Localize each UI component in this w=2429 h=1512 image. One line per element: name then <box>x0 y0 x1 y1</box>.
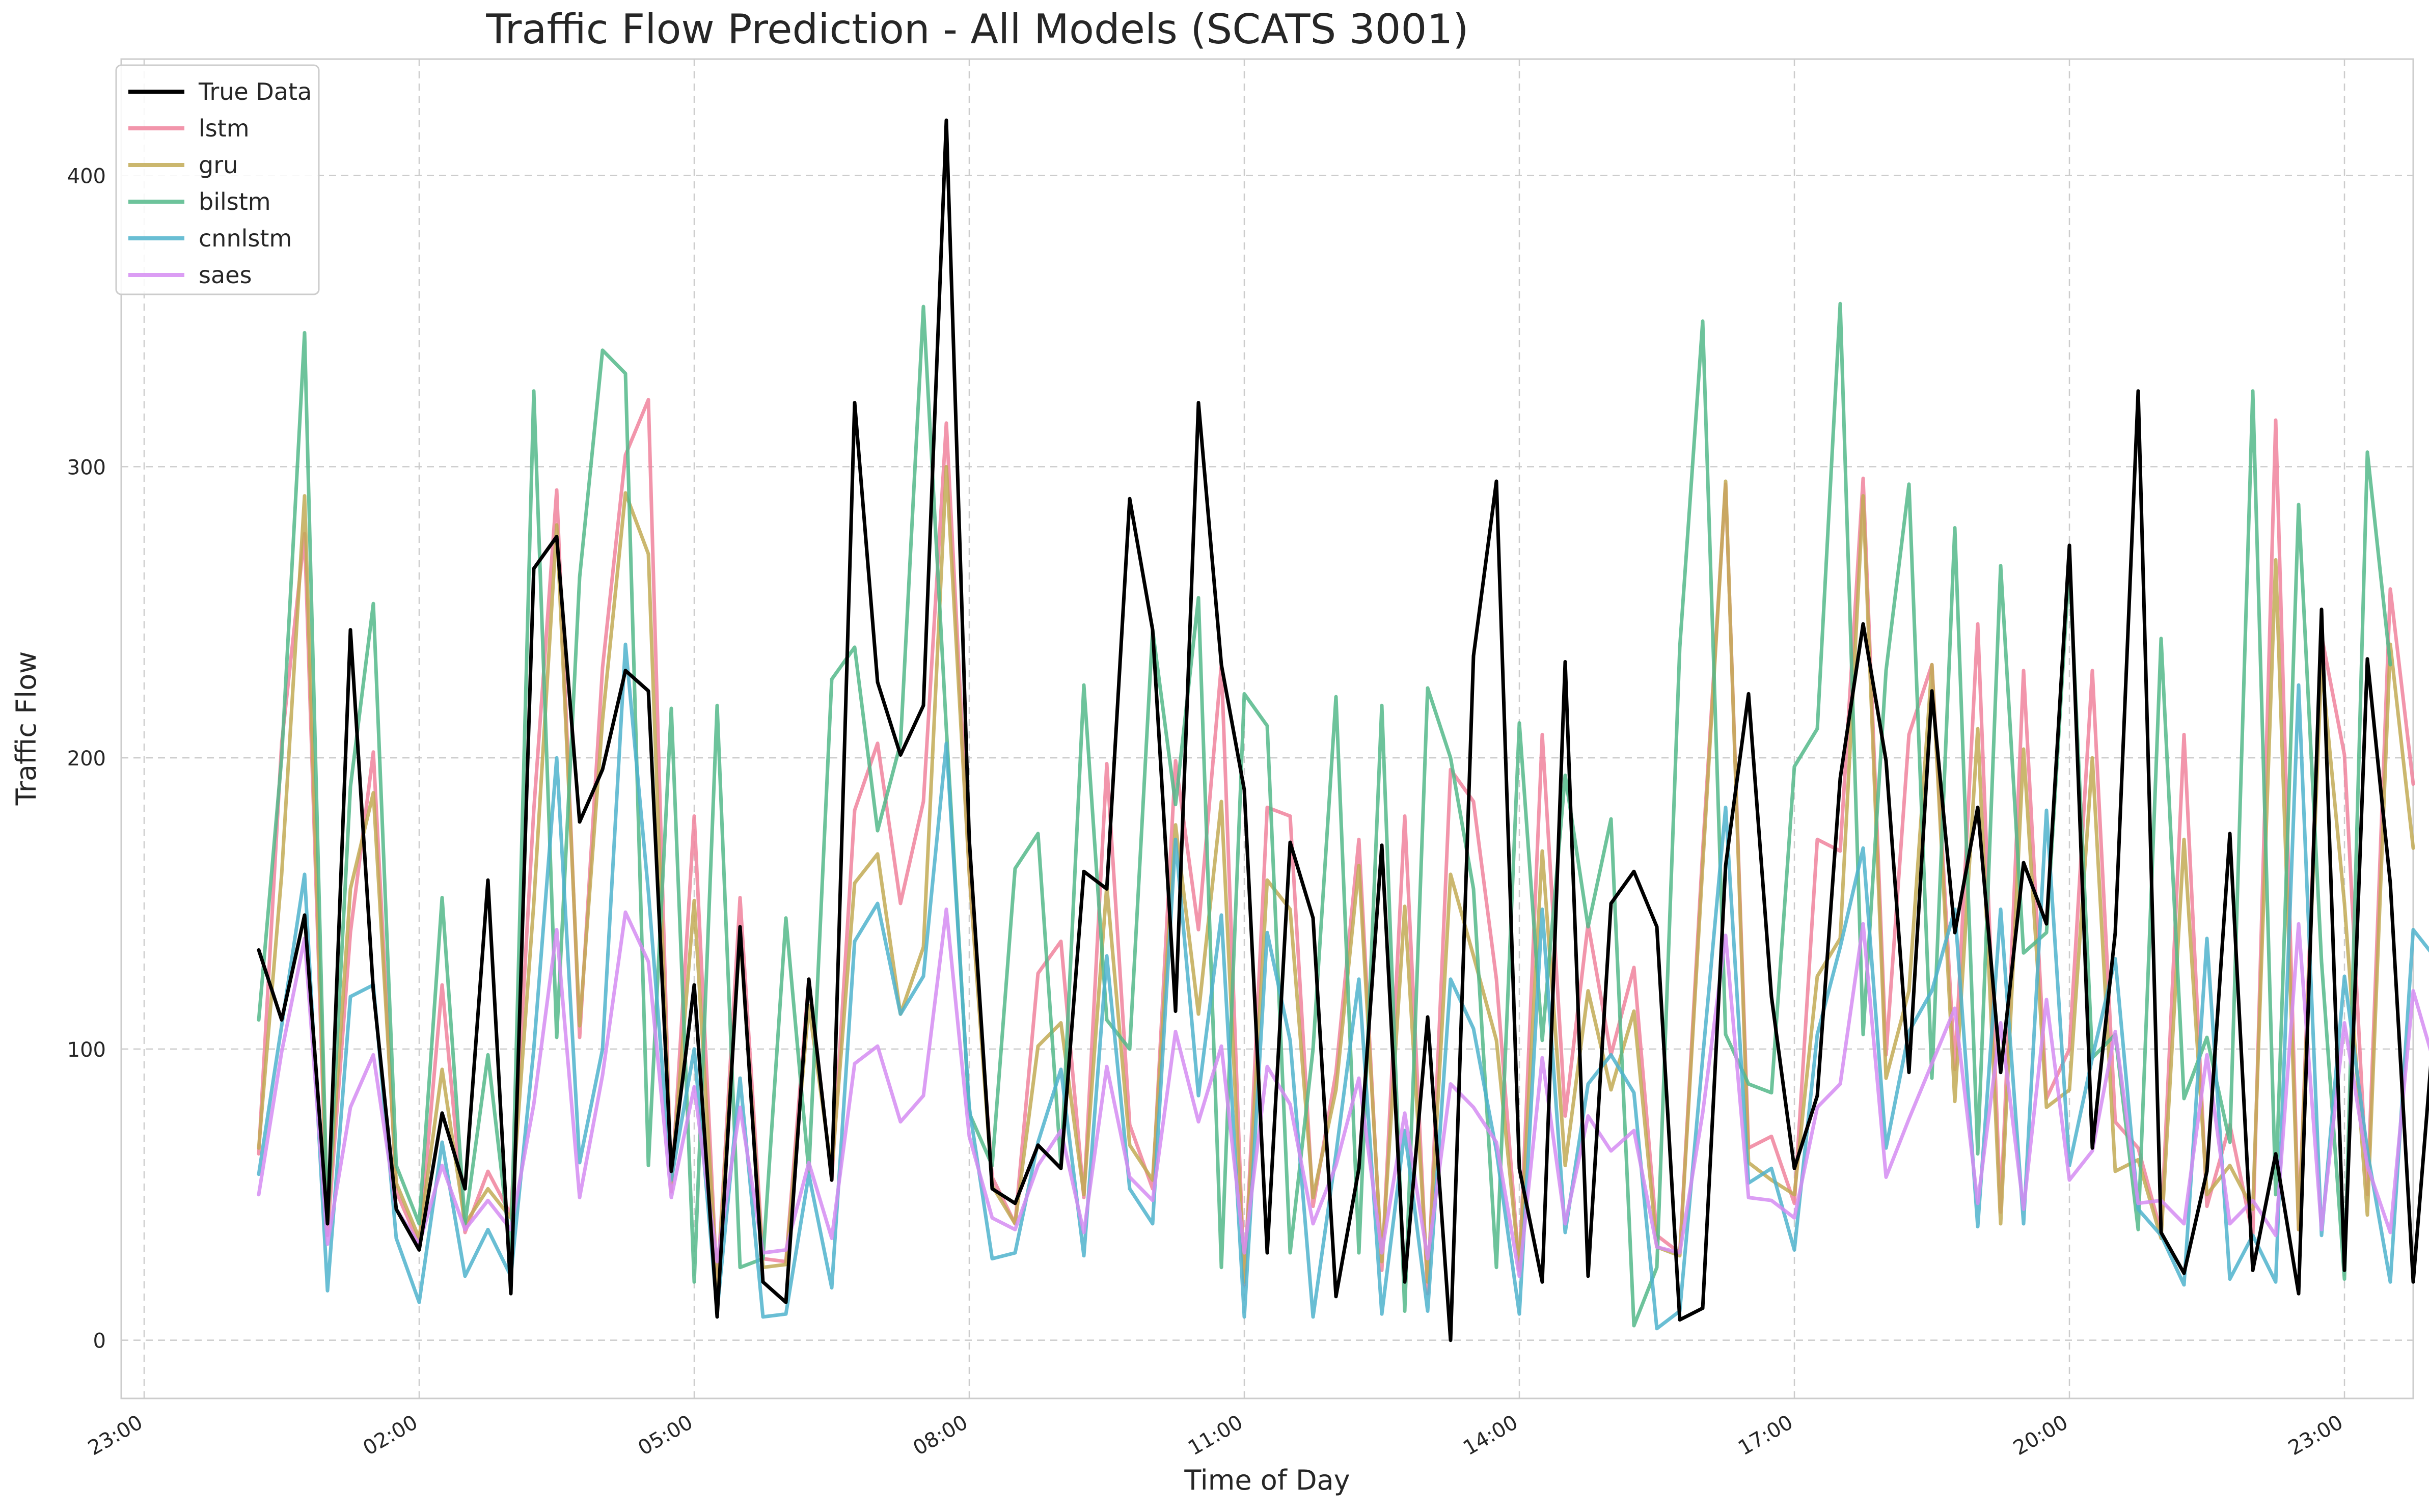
y-tick-label: 100 <box>67 1038 106 1062</box>
series-line-bilstm <box>257 301 2392 1328</box>
y-tick-label: 0 <box>93 1330 106 1353</box>
y-tick-label: 200 <box>67 747 106 771</box>
y-axis-label: Traffic Flow <box>10 651 42 806</box>
x-tick-label: 23:00 <box>84 1411 147 1460</box>
legend-label: cnnlstm <box>199 225 292 252</box>
series-line-true-data <box>257 118 2429 1342</box>
series-lines <box>257 118 2429 1342</box>
x-tick-label: 02:00 <box>359 1411 422 1460</box>
x-tick-label: 17:00 <box>1734 1411 1797 1460</box>
x-tick-label: 11:00 <box>1184 1411 1247 1460</box>
x-tick-label: 05:00 <box>634 1411 697 1460</box>
series-line-gru <box>257 464 2415 1290</box>
x-tick-label: 23:00 <box>2284 1411 2347 1460</box>
legend-label: lstm <box>199 115 250 142</box>
x-tick-label: 14:00 <box>1459 1411 1522 1460</box>
x-tick-label: 08:00 <box>909 1411 972 1460</box>
series-line-saes <box>257 908 2429 1278</box>
legend-label: True Data <box>198 78 312 105</box>
legend-label: bilstm <box>199 188 271 215</box>
x-axis-label: Time of Day <box>1184 1464 1350 1496</box>
legend: True Data lstm gru bilstm cnnlstm saes <box>115 64 320 295</box>
x-tick-label: 20:00 <box>2009 1411 2072 1460</box>
y-tick-label: 400 <box>67 165 106 188</box>
y-tick-label: 300 <box>67 456 106 479</box>
legend-label: gru <box>199 151 238 179</box>
chart-title: Traffic Flow Prediction - All Models (SC… <box>485 6 1468 53</box>
series-line-cnnlstm <box>257 642 2429 1331</box>
legend-label: saes <box>199 261 252 289</box>
